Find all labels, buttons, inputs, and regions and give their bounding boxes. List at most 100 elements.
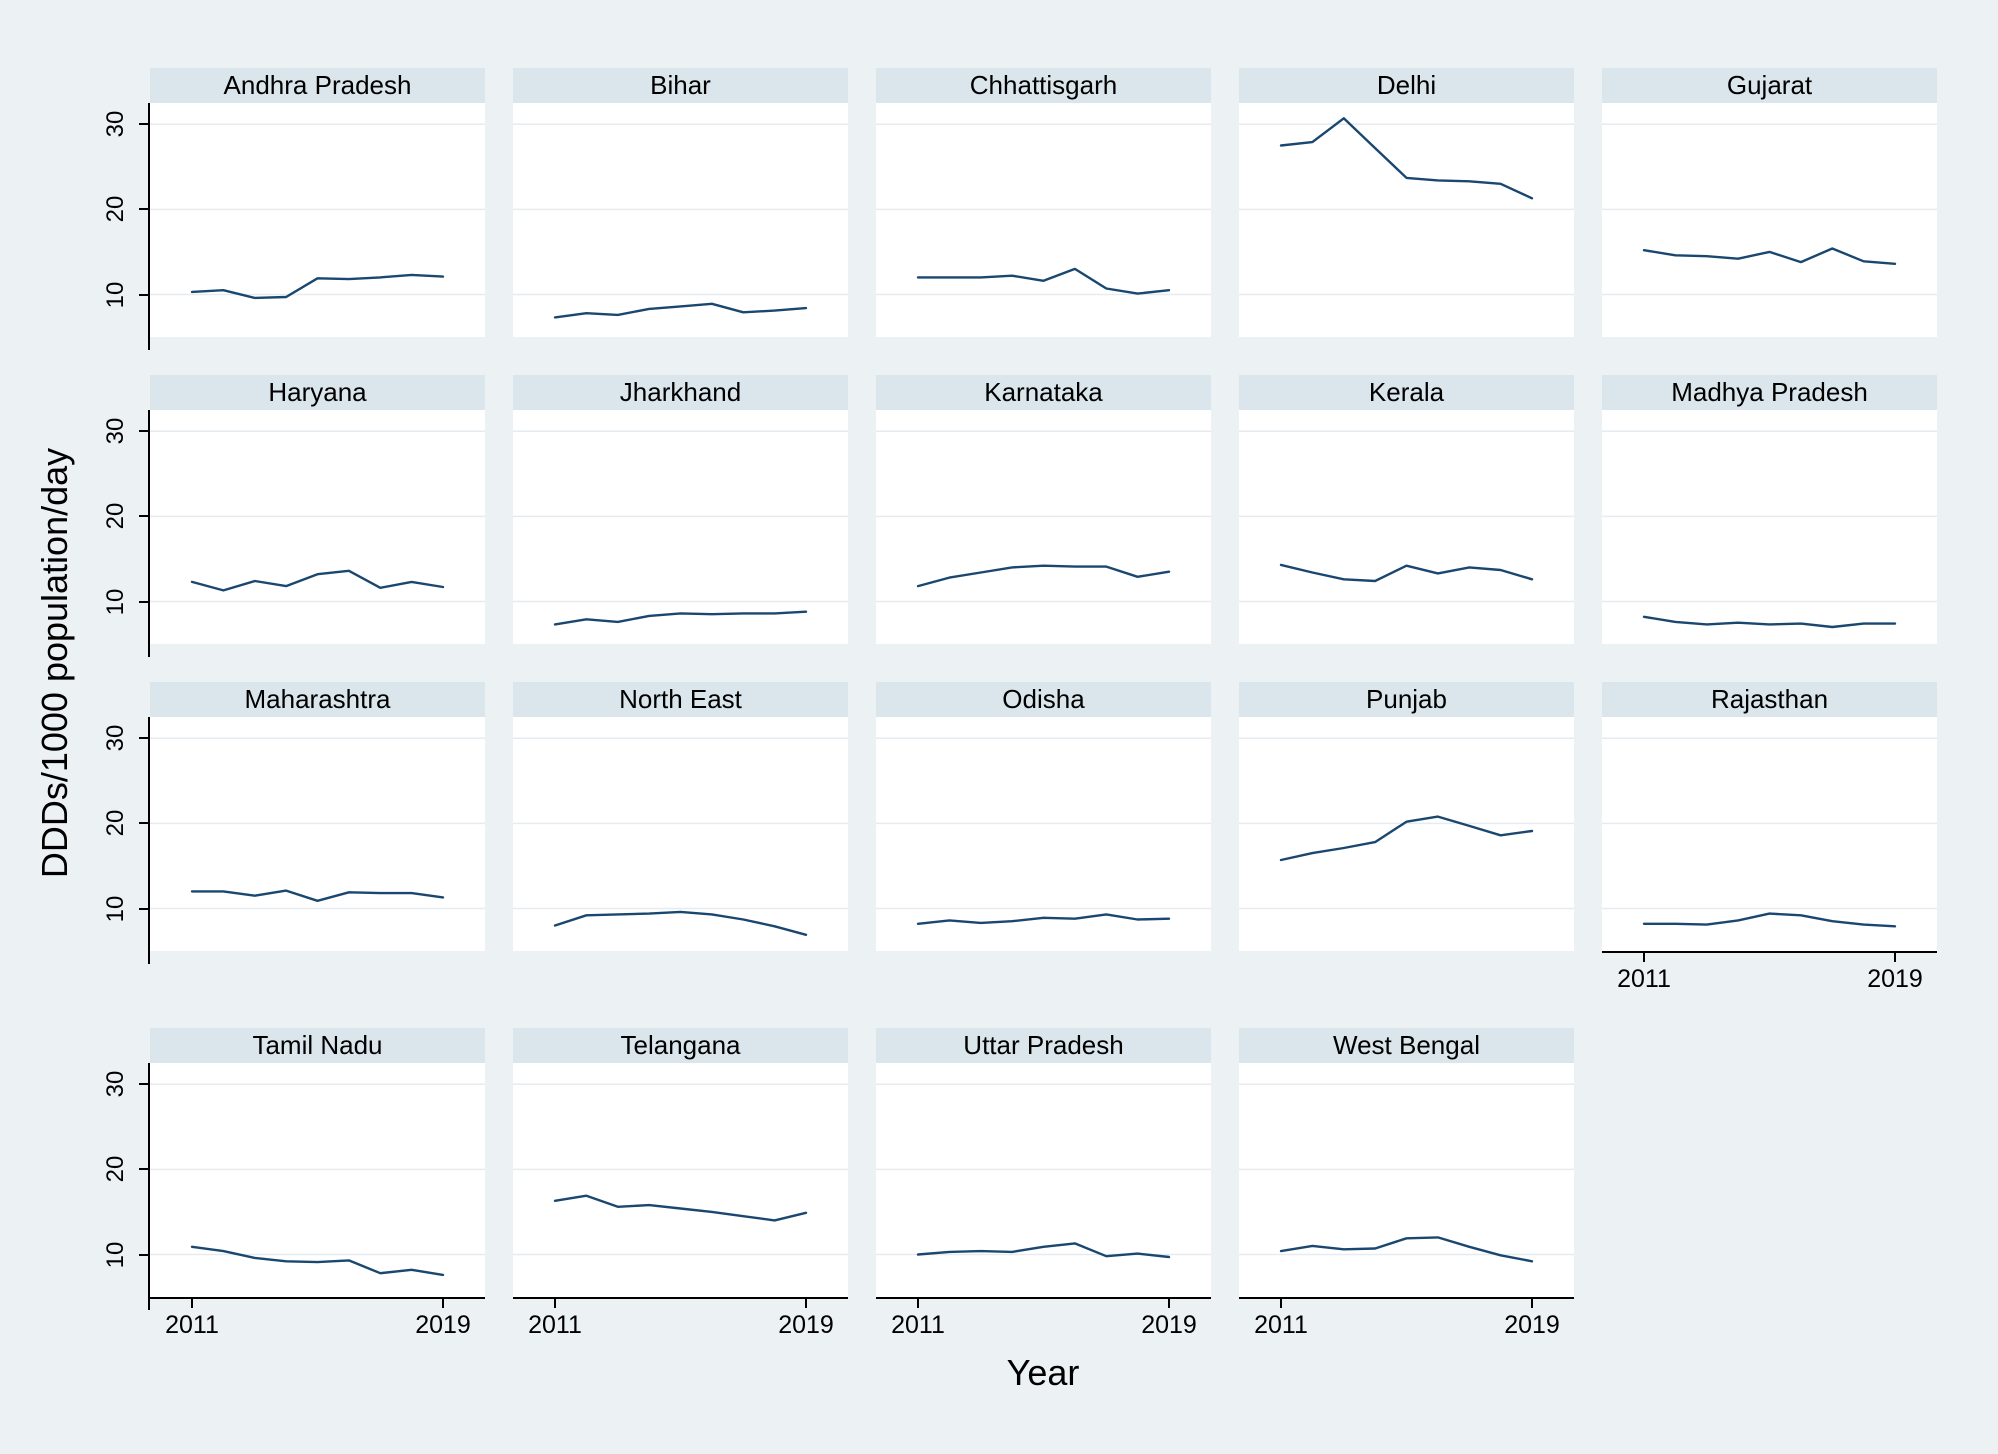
- line-chart: [876, 123, 1211, 296]
- state-panel-rajasthan: Rajasthan 2011 2019: [1602, 682, 1937, 993]
- x-tick-label: 2011: [528, 1311, 582, 1339]
- y-tick-label: 20: [102, 1156, 129, 1183]
- state-panel-andhra-pradesh: Andhra Pradesh 10 20 30: [102, 68, 485, 350]
- x-tick-label: 2019: [1504, 1311, 1560, 1339]
- y-tick-label: 20: [102, 503, 129, 530]
- x-tick: [1531, 1299, 1533, 1308]
- x-axis-spine: [150, 1297, 485, 1299]
- plot-area: 10 20 30: [102, 103, 485, 350]
- state-panel-bihar: Bihar: [513, 68, 848, 337]
- panel-title: Odisha: [876, 682, 1211, 717]
- line-chart: [876, 737, 1211, 926]
- state-panel-north-east: North East: [513, 682, 848, 951]
- plot-area: 2011 2019: [1602, 717, 1937, 993]
- x-tick: [1643, 953, 1645, 962]
- x-tick-label: 2019: [1867, 965, 1923, 993]
- plot-area: 2011 2019: [1239, 1063, 1574, 1339]
- y-tick-label: 10: [102, 1241, 129, 1268]
- state-panel-kerala: Kerala: [1239, 375, 1574, 644]
- x-axis-spine: [1239, 1297, 1574, 1299]
- panel-title: Karnataka: [876, 375, 1211, 410]
- panel-title: Delhi: [1239, 68, 1574, 103]
- line-chart: [1602, 737, 1937, 928]
- y-axis-spine: [148, 103, 150, 350]
- y-tick: [139, 1253, 148, 1256]
- plot-area: [513, 103, 848, 337]
- data-line: [916, 1242, 1171, 1259]
- x-tick-label: 2019: [778, 1311, 834, 1339]
- data-line: [1642, 912, 1897, 928]
- y-axis-spine: [148, 717, 150, 964]
- plot-area: [1602, 410, 1937, 644]
- state-panel-karnataka: Karnataka: [876, 375, 1211, 644]
- y-tick: [139, 1168, 148, 1171]
- data-line: [1642, 247, 1897, 266]
- plot-area: [876, 410, 1211, 644]
- state-panel-chhattisgarh: Chhattisgarh: [876, 68, 1211, 337]
- y-axis-spine: [148, 1063, 150, 1310]
- plot-area: [1239, 410, 1574, 644]
- line-chart: [513, 123, 848, 319]
- plot-area: [513, 410, 848, 644]
- state-panel-punjab: Punjab: [1239, 682, 1574, 951]
- state-panel-gujarat: Gujarat: [1602, 68, 1937, 337]
- y-tick-label: 30: [102, 417, 129, 445]
- y-tick: [139, 600, 148, 603]
- x-tick-label: 2011: [891, 1311, 945, 1339]
- x-tick: [1280, 1299, 1282, 1308]
- y-tick-label: 10: [102, 588, 129, 615]
- line-chart: [150, 1083, 485, 1277]
- data-line: [916, 267, 1171, 295]
- panel-title: North East: [513, 682, 848, 717]
- panel-title: Chhattisgarh: [876, 68, 1211, 103]
- data-line: [553, 302, 808, 319]
- y-tick-label: 30: [102, 1070, 129, 1098]
- x-tick-label: 2019: [415, 1311, 471, 1339]
- y-tick: [139, 737, 148, 740]
- plot-area: 2011 2019: [876, 1063, 1211, 1339]
- line-chart: [513, 737, 848, 937]
- y-tick: [139, 293, 148, 296]
- line-chart: [513, 430, 848, 626]
- x-tick: [917, 1299, 919, 1308]
- x-tick: [191, 1299, 193, 1308]
- panel-title: Maharashtra: [150, 682, 485, 717]
- data-line: [553, 910, 808, 937]
- data-line: [916, 564, 1171, 588]
- x-axis-title: Year: [1006, 1352, 1080, 1393]
- state-panel-telangana: Telangana 2011 2019: [513, 1028, 848, 1339]
- line-chart: [876, 430, 1211, 603]
- y-tick: [139, 430, 148, 433]
- y-axis-spine: [148, 410, 150, 657]
- y-tick-label: 30: [102, 724, 129, 752]
- x-tick-label: 2011: [1617, 965, 1671, 993]
- plot-area: 10 20 30 2011 2019: [102, 1063, 485, 1339]
- line-chart: [150, 737, 485, 910]
- y-tick-label: 10: [102, 281, 129, 308]
- y-tick-label: 30: [102, 110, 129, 138]
- state-panel-uttar-pradesh: Uttar Pradesh 2011 2019: [876, 1028, 1211, 1339]
- line-chart: [513, 1083, 848, 1256]
- panel-title: Kerala: [1239, 375, 1574, 410]
- line-chart: [150, 123, 485, 300]
- state-panel-west-bengal: West Bengal 2011 2019: [1239, 1028, 1574, 1339]
- x-tick: [442, 1299, 444, 1308]
- line-chart: [1239, 1083, 1574, 1263]
- x-tick-label: 2019: [1141, 1311, 1197, 1339]
- y-tick: [139, 515, 148, 518]
- y-tick: [139, 907, 148, 910]
- panel-title: Uttar Pradesh: [876, 1028, 1211, 1063]
- y-tick-label: 20: [102, 810, 129, 837]
- x-tick: [1894, 953, 1896, 962]
- y-axis-title: DDDs/1000 population/day: [34, 447, 75, 879]
- state-panel-delhi: Delhi: [1239, 68, 1574, 337]
- data-line: [916, 913, 1171, 926]
- state-panel-madhya-pradesh: Madhya Pradesh: [1602, 375, 1937, 644]
- data-line: [1279, 563, 1534, 583]
- data-line: [190, 889, 445, 903]
- line-chart: [1239, 430, 1574, 603]
- data-line: [190, 273, 445, 300]
- panel-title: Jharkhand: [513, 375, 848, 410]
- line-chart: [1602, 123, 1937, 296]
- y-tick: [139, 123, 148, 126]
